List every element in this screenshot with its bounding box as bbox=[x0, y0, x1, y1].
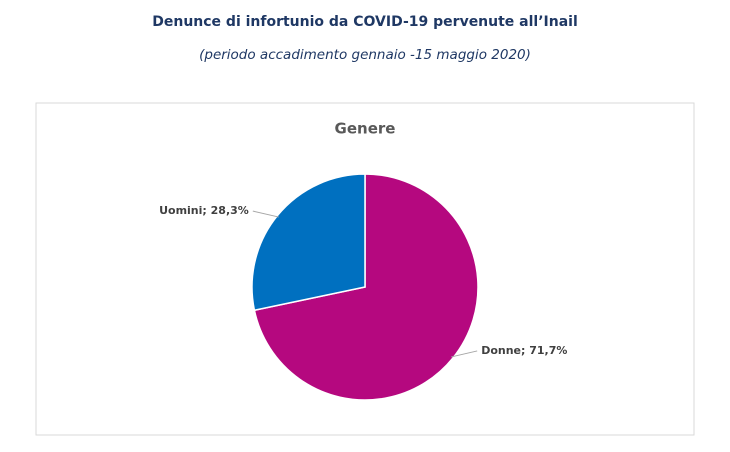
chart-title: Genere bbox=[335, 120, 396, 138]
data-label: Donne; 71,7% bbox=[481, 344, 567, 357]
pie-slice bbox=[251, 173, 366, 312]
leader-line bbox=[451, 350, 478, 358]
leader-line bbox=[252, 210, 279, 218]
pie-slice bbox=[253, 173, 479, 401]
data-label: Uomini; 28,3% bbox=[159, 204, 249, 217]
page-subtitle: (periodo accadimento gennaio -15 maggio … bbox=[199, 47, 531, 63]
page-title: Denunce di infortunio da COVID-19 perven… bbox=[152, 14, 578, 30]
